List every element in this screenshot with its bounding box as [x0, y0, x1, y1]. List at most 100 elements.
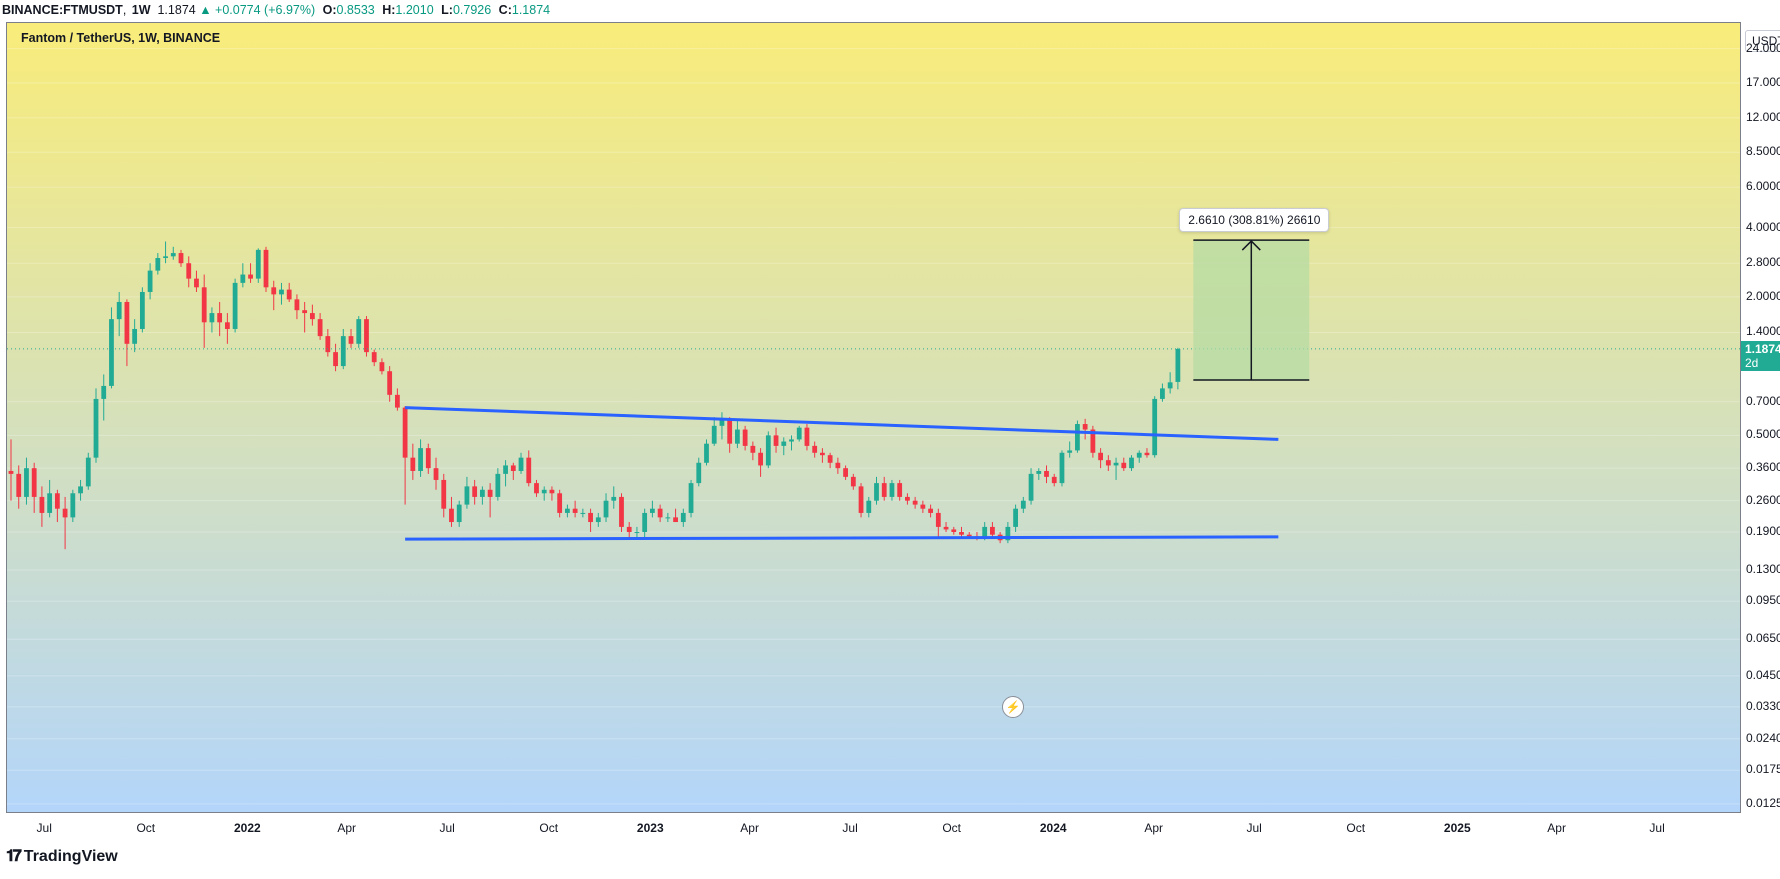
candle-body: [1013, 508, 1018, 527]
price-tick-label: 17.0000: [1746, 75, 1780, 90]
candle-body: [557, 493, 563, 513]
candle-body: [1113, 462, 1119, 466]
candle-body: [966, 534, 972, 537]
interval-label[interactable]: 1W: [131, 3, 151, 17]
candle-body: [194, 278, 199, 288]
candle-body: [750, 445, 756, 453]
time-tick-label: 2023: [636, 821, 664, 835]
candle-body: [866, 500, 872, 513]
candle-body: [1036, 470, 1042, 474]
candle-body: [990, 526, 995, 535]
price-tick-label: 6.0000: [1746, 179, 1780, 194]
price-tick-label: 24.0000: [1746, 40, 1780, 55]
tradingview-logo[interactable]: 𝟏𝟕 TradingView: [6, 848, 118, 866]
time-tick-label: Oct: [942, 821, 962, 835]
candle-body: [912, 500, 918, 505]
price-tick-label: 0.2600: [1746, 492, 1780, 507]
candle-body: [572, 508, 578, 513]
price-tick-label: 0.3600: [1746, 460, 1780, 475]
candle-body: [595, 517, 601, 523]
candle-body: [503, 465, 508, 474]
chart-pane[interactable]: Fantom / TetherUS, 1W, BINANCE 2.6610 (3…: [6, 22, 1741, 813]
candle-body: [279, 289, 284, 295]
candle-body: [889, 483, 895, 497]
time-tick-label: 2025: [1443, 821, 1471, 835]
time-tick-label: Oct: [539, 821, 559, 835]
candle-body: [147, 270, 153, 292]
chart-legend-title[interactable]: Fantom / TetherUS, 1W, BINANCE: [21, 31, 221, 45]
candle-body: [356, 319, 362, 344]
trendline-lower: [405, 535, 1279, 541]
candle-body: [47, 493, 53, 513]
candle-body: [109, 319, 114, 386]
candle-body: [1144, 452, 1150, 456]
candle-body: [255, 249, 261, 279]
candle-body: [78, 486, 83, 494]
candle-body: [897, 483, 903, 497]
lightning-icon[interactable]: ⚡: [1002, 696, 1024, 718]
candle-body: [54, 493, 60, 509]
price-tick-label: 4.0000: [1746, 219, 1780, 234]
candle-body: [928, 508, 933, 513]
candle-body: [394, 394, 400, 408]
candle-body: [943, 526, 949, 530]
price-tick-label: 2.8000: [1746, 255, 1780, 270]
price-chart[interactable]: [7, 23, 1741, 813]
candle-body: [1059, 452, 1065, 484]
candle-body: [24, 468, 29, 497]
candle-body: [240, 274, 246, 283]
time-tick-label: Jul: [1246, 821, 1262, 835]
candle-body: [588, 512, 593, 523]
candle-body: [673, 517, 678, 523]
measure-label[interactable]: 2.6610 (308.81%) 26610: [1179, 208, 1330, 233]
candle-body: [1105, 460, 1111, 466]
candle-body: [1005, 526, 1011, 541]
price-tick-label: 2.0000: [1746, 288, 1780, 303]
time-tick-label: Jul: [439, 821, 455, 835]
candle-body: [704, 443, 709, 463]
candle-body: [309, 313, 315, 320]
candle-body: [433, 468, 439, 480]
candle-body: [325, 336, 331, 353]
currency-button[interactable]: USDT: [1745, 30, 1780, 52]
candle-body: [564, 508, 570, 513]
arrow-up-icon: [1241, 240, 1261, 251]
time-axis[interactable]: Jul Oct 2022 Apr Jul Oct 2023 Apr Jul Oct 2024 Apr J…: [6, 813, 1741, 841]
candle-body: [735, 429, 740, 444]
candle-body: [271, 287, 277, 295]
candle-body: [39, 496, 45, 513]
candle-body: [935, 512, 941, 527]
candle-body: [93, 398, 99, 458]
price-tick-label: 0.1900: [1746, 524, 1780, 539]
candle-body: [201, 287, 207, 323]
candle-body: [170, 253, 176, 257]
open-value: 0.8533: [336, 3, 375, 17]
candle-body: [333, 352, 338, 367]
time-tick-label: 2022: [233, 821, 261, 835]
time-tick-label: Apr: [740, 821, 759, 835]
candle-body: [1167, 382, 1173, 389]
candle-body: [387, 371, 393, 395]
candle-body: [1075, 424, 1080, 451]
candle-body: [827, 455, 833, 463]
price-axis[interactable]: USDT 24.0000 17.0000 12.0000 8.5000 6.0000 4.…: [1741, 22, 1780, 813]
price-tick-label: 0.0450: [1746, 667, 1780, 682]
candle-body: [905, 496, 910, 501]
candle-body: [688, 483, 694, 513]
high-value: 1.2010: [395, 3, 434, 17]
price-tick-label: 12.0000: [1746, 109, 1780, 124]
low-value: 0.7926: [452, 3, 492, 17]
time-tick-label: Jul: [842, 821, 858, 835]
price-tick-label: 1.4000: [1746, 324, 1780, 339]
candle-body: [101, 385, 107, 399]
candle-body: [70, 493, 76, 518]
price-tick-label: 0.5000: [1746, 427, 1780, 442]
symbol-header: BINANCE:FTMUSDT, 1W 1.1874 ▲ +0.0774 (+6…: [0, 0, 1780, 20]
candle-body: [1121, 462, 1127, 469]
symbol-name[interactable]: BINANCE:FTMUSDT: [2, 3, 123, 17]
header-last-price: 1.1874: [157, 3, 196, 17]
price-tick-label: 0.0240: [1746, 730, 1780, 745]
candle-body: [920, 504, 926, 509]
time-tick-label: 2024: [1039, 821, 1067, 835]
candle-body: [132, 328, 138, 344]
